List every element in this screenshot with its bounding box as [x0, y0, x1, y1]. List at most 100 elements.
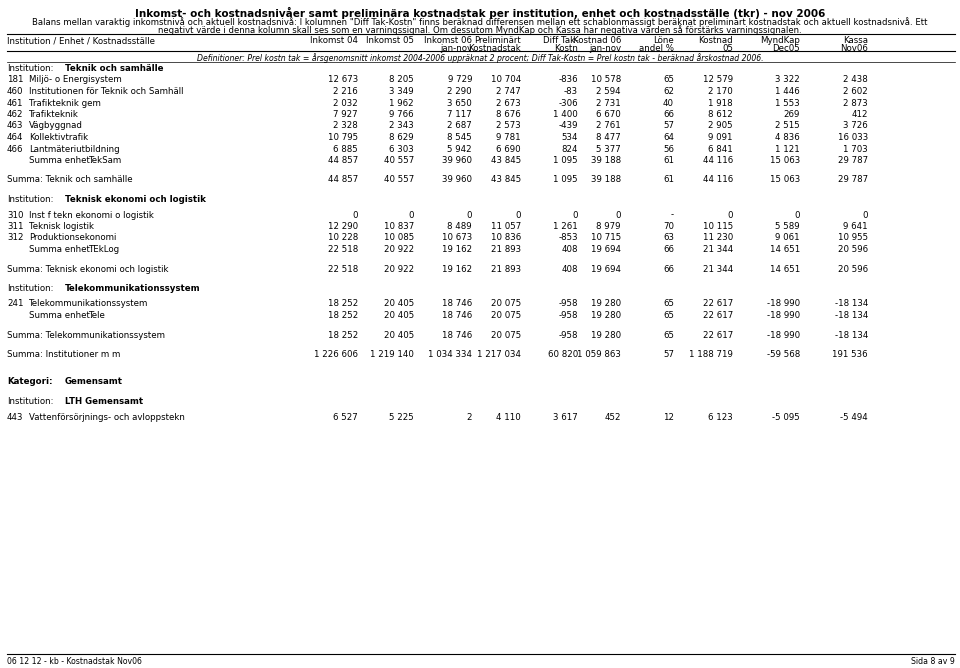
Text: 0: 0 [572, 210, 578, 220]
Text: 462: 462 [7, 110, 23, 119]
Text: 7 927: 7 927 [333, 110, 358, 119]
Text: 2 290: 2 290 [447, 87, 472, 96]
Text: 2 328: 2 328 [333, 122, 358, 130]
Text: 11 230: 11 230 [703, 234, 733, 242]
Text: 19 280: 19 280 [590, 311, 621, 320]
Text: MyndKap: MyndKap [760, 36, 800, 45]
Text: Produktionsekonomi: Produktionsekonomi [29, 234, 116, 242]
Text: 2 515: 2 515 [776, 122, 800, 130]
Text: 312: 312 [7, 234, 23, 242]
Text: 20 922: 20 922 [384, 265, 414, 273]
Text: 412: 412 [852, 110, 868, 119]
Text: 22 617: 22 617 [703, 331, 733, 339]
Text: 12: 12 [663, 413, 674, 422]
Text: 1 918: 1 918 [708, 98, 733, 108]
Text: 61: 61 [663, 156, 674, 165]
Text: 2: 2 [467, 413, 472, 422]
Text: Löne: Löne [653, 36, 674, 45]
Text: 8 979: 8 979 [596, 222, 621, 231]
Text: Lantmäteriutbildning: Lantmäteriutbildning [29, 144, 120, 154]
Text: 19 694: 19 694 [591, 245, 621, 254]
Text: 4 110: 4 110 [496, 413, 521, 422]
Text: 61: 61 [663, 176, 674, 184]
Text: 9 729: 9 729 [447, 75, 472, 84]
Text: 57: 57 [663, 122, 674, 130]
Text: 1 226 606: 1 226 606 [314, 350, 358, 359]
Text: 311: 311 [7, 222, 23, 231]
Text: 20 075: 20 075 [491, 331, 521, 339]
Text: 18 746: 18 746 [442, 311, 472, 320]
Text: 1 962: 1 962 [390, 98, 414, 108]
Text: -958: -958 [559, 299, 578, 309]
Text: 0: 0 [467, 210, 472, 220]
Text: 2 687: 2 687 [447, 122, 472, 130]
Text: 9 781: 9 781 [496, 133, 521, 142]
Text: 9 641: 9 641 [844, 222, 868, 231]
Text: 20 075: 20 075 [491, 311, 521, 320]
Text: 1 219 140: 1 219 140 [371, 350, 414, 359]
Text: 11 057: 11 057 [491, 222, 521, 231]
Text: -83: -83 [564, 87, 578, 96]
Text: 22 617: 22 617 [703, 299, 733, 309]
Text: Telekommunikationssystem: Telekommunikationssystem [65, 284, 201, 293]
Text: Kassa: Kassa [843, 36, 868, 45]
Text: jan-nov: jan-nov [588, 44, 621, 53]
Text: Inkomst 05: Inkomst 05 [366, 36, 414, 45]
Text: 10 837: 10 837 [384, 222, 414, 231]
Text: -439: -439 [559, 122, 578, 130]
Text: 2 905: 2 905 [708, 122, 733, 130]
Text: 6 527: 6 527 [333, 413, 358, 422]
Text: TekSam: TekSam [89, 156, 122, 165]
Text: 824: 824 [562, 144, 578, 154]
Text: 21 893: 21 893 [491, 245, 521, 254]
Text: 22 617: 22 617 [703, 311, 733, 320]
Text: 0: 0 [862, 210, 868, 220]
Text: LTH Gemensamt: LTH Gemensamt [65, 397, 143, 406]
Text: -958: -958 [559, 311, 578, 320]
Text: 1 553: 1 553 [776, 98, 800, 108]
Text: 20 596: 20 596 [838, 245, 868, 254]
Text: Summa: Telekommunikationssystem: Summa: Telekommunikationssystem [7, 331, 165, 339]
Text: Kategori:: Kategori: [7, 377, 53, 387]
Text: 18 252: 18 252 [327, 299, 358, 309]
Text: Diff Tak-: Diff Tak- [542, 36, 578, 45]
Text: 16 033: 16 033 [838, 133, 868, 142]
Text: 2 573: 2 573 [496, 122, 521, 130]
Text: 0: 0 [615, 210, 621, 220]
Text: 0: 0 [352, 210, 358, 220]
Text: 22 518: 22 518 [327, 265, 358, 273]
Text: Nov06: Nov06 [840, 44, 868, 53]
Text: 21 344: 21 344 [703, 245, 733, 254]
Text: 06 12 12 - kb - Kostnadstak Nov06: 06 12 12 - kb - Kostnadstak Nov06 [7, 657, 142, 666]
Text: Teknik och samhälle: Teknik och samhälle [65, 64, 163, 73]
Text: 40 557: 40 557 [384, 176, 414, 184]
Text: 443: 443 [7, 413, 23, 422]
Text: 534: 534 [562, 133, 578, 142]
Text: -958: -958 [559, 331, 578, 339]
Text: 20 405: 20 405 [384, 311, 414, 320]
Text: andel %: andel % [639, 44, 674, 53]
Text: 10 704: 10 704 [491, 75, 521, 84]
Text: 3 650: 3 650 [447, 98, 472, 108]
Text: Summa enhet:: Summa enhet: [29, 156, 93, 165]
Text: Institution:: Institution: [7, 64, 54, 73]
Text: 3 726: 3 726 [843, 122, 868, 130]
Text: 15 063: 15 063 [770, 156, 800, 165]
Text: Kostnad 06: Kostnad 06 [572, 36, 621, 45]
Text: Institution:: Institution: [7, 284, 54, 293]
Text: 8 676: 8 676 [496, 110, 521, 119]
Text: 18 746: 18 746 [442, 331, 472, 339]
Text: -: - [671, 210, 674, 220]
Text: Summa enhet:: Summa enhet: [29, 311, 93, 320]
Text: 44 116: 44 116 [703, 156, 733, 165]
Text: 39 960: 39 960 [442, 176, 472, 184]
Text: 0: 0 [728, 210, 733, 220]
Text: -853: -853 [559, 234, 578, 242]
Text: 20 596: 20 596 [838, 265, 868, 273]
Text: Inkomst 04: Inkomst 04 [310, 36, 358, 45]
Text: Institution / Enhet / Kostnadsställe: Institution / Enhet / Kostnadsställe [7, 36, 155, 45]
Text: 2 731: 2 731 [596, 98, 621, 108]
Text: 2 602: 2 602 [843, 87, 868, 96]
Text: 8 629: 8 629 [390, 133, 414, 142]
Text: 408: 408 [562, 265, 578, 273]
